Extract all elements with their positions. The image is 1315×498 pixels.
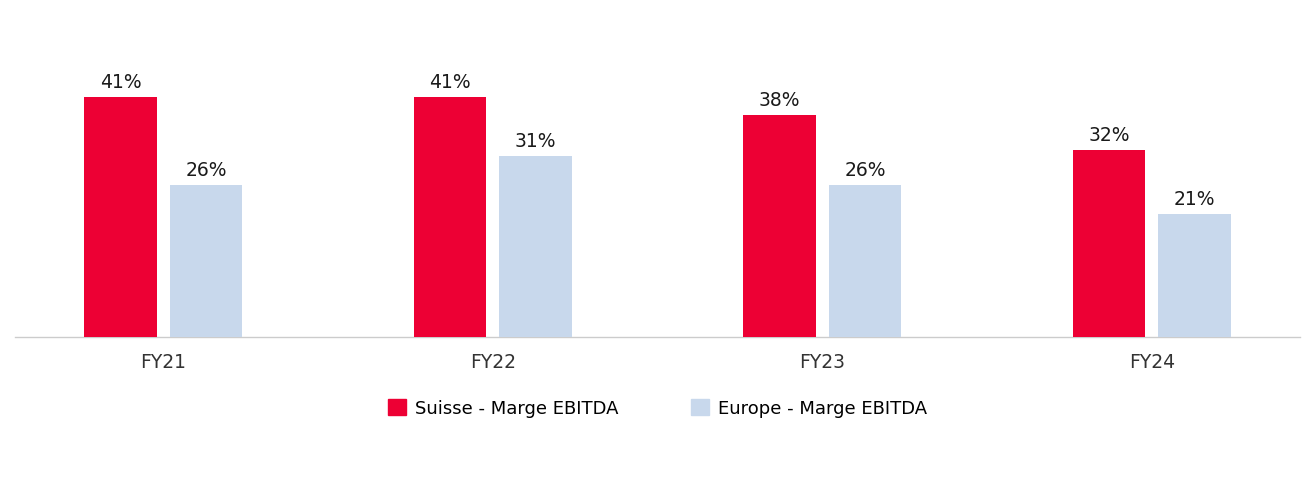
Bar bbox=[1159, 214, 1231, 337]
Text: 41%: 41% bbox=[429, 73, 471, 92]
Legend: Suisse - Marge EBITDA, Europe - Marge EBITDA: Suisse - Marge EBITDA, Europe - Marge EB… bbox=[381, 392, 934, 425]
Text: 41%: 41% bbox=[100, 73, 141, 92]
Bar bbox=[84, 97, 156, 337]
Text: 31%: 31% bbox=[515, 132, 556, 151]
Bar bbox=[500, 155, 572, 337]
Text: 21%: 21% bbox=[1174, 190, 1215, 210]
Text: 26%: 26% bbox=[844, 161, 886, 180]
Bar bbox=[828, 185, 901, 337]
Bar bbox=[170, 185, 242, 337]
Text: 38%: 38% bbox=[759, 91, 800, 110]
Bar bbox=[1073, 150, 1145, 337]
Bar bbox=[743, 115, 815, 337]
Text: 26%: 26% bbox=[185, 161, 227, 180]
Bar bbox=[414, 97, 487, 337]
Text: 32%: 32% bbox=[1088, 126, 1130, 145]
